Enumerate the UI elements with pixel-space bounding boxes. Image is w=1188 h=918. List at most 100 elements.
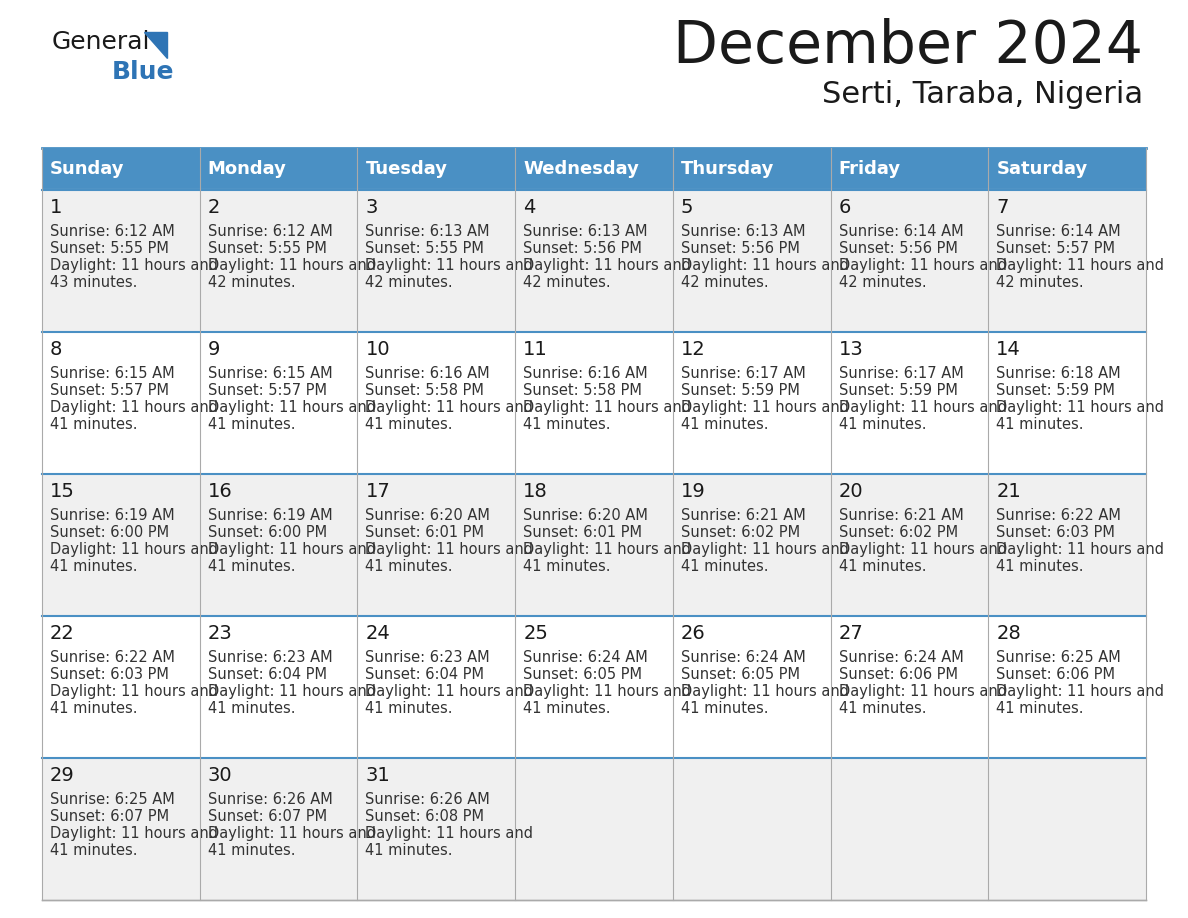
Text: Sunrise: 6:23 AM: Sunrise: 6:23 AM (366, 650, 491, 665)
Text: Sunrise: 6:23 AM: Sunrise: 6:23 AM (208, 650, 333, 665)
Text: 19: 19 (681, 482, 706, 501)
Text: Sunrise: 6:22 AM: Sunrise: 6:22 AM (50, 650, 175, 665)
Text: 27: 27 (839, 624, 864, 643)
Text: 41 minutes.: 41 minutes. (208, 701, 295, 716)
Text: Sunrise: 6:24 AM: Sunrise: 6:24 AM (839, 650, 963, 665)
Text: December 2024: December 2024 (672, 18, 1143, 75)
Text: Tuesday: Tuesday (366, 160, 448, 178)
Text: 41 minutes.: 41 minutes. (839, 417, 927, 432)
Text: Sunrise: 6:12 AM: Sunrise: 6:12 AM (208, 224, 333, 239)
Text: Daylight: 11 hours and: Daylight: 11 hours and (208, 826, 375, 841)
Text: Sunrise: 6:16 AM: Sunrise: 6:16 AM (366, 366, 491, 381)
Text: Sunset: 6:06 PM: Sunset: 6:06 PM (997, 667, 1116, 682)
Text: Sunset: 5:56 PM: Sunset: 5:56 PM (839, 241, 958, 256)
Text: 42 minutes.: 42 minutes. (997, 275, 1083, 290)
Text: 22: 22 (50, 624, 75, 643)
Text: Daylight: 11 hours and: Daylight: 11 hours and (366, 684, 533, 699)
Text: Daylight: 11 hours and: Daylight: 11 hours and (839, 258, 1006, 273)
Text: Saturday: Saturday (997, 160, 1087, 178)
Text: Sunrise: 6:13 AM: Sunrise: 6:13 AM (523, 224, 647, 239)
Text: 30: 30 (208, 766, 233, 785)
Text: 41 minutes.: 41 minutes. (50, 417, 138, 432)
Text: 13: 13 (839, 340, 864, 359)
Text: 9: 9 (208, 340, 220, 359)
Text: 20: 20 (839, 482, 864, 501)
Text: Sunrise: 6:20 AM: Sunrise: 6:20 AM (366, 508, 491, 523)
Text: 41 minutes.: 41 minutes. (208, 843, 295, 858)
Text: 41 minutes.: 41 minutes. (681, 417, 769, 432)
Text: Daylight: 11 hours and: Daylight: 11 hours and (523, 400, 691, 415)
Text: 28: 28 (997, 624, 1020, 643)
Text: 42 minutes.: 42 minutes. (681, 275, 769, 290)
Text: 41 minutes.: 41 minutes. (681, 559, 769, 574)
Text: 41 minutes.: 41 minutes. (997, 417, 1083, 432)
Bar (42, 474, 1146, 616)
Text: 41 minutes.: 41 minutes. (50, 843, 138, 858)
Text: Sunset: 6:06 PM: Sunset: 6:06 PM (839, 667, 958, 682)
Text: Sunrise: 6:26 AM: Sunrise: 6:26 AM (208, 792, 333, 807)
Text: Sunday: Sunday (50, 160, 125, 178)
Text: Friday: Friday (839, 160, 901, 178)
Text: Sunrise: 6:15 AM: Sunrise: 6:15 AM (208, 366, 333, 381)
Text: Sunrise: 6:25 AM: Sunrise: 6:25 AM (50, 792, 175, 807)
Text: Daylight: 11 hours and: Daylight: 11 hours and (681, 400, 849, 415)
Polygon shape (144, 32, 168, 58)
Text: 41 minutes.: 41 minutes. (208, 417, 295, 432)
Text: Daylight: 11 hours and: Daylight: 11 hours and (366, 542, 533, 557)
Text: Serti, Taraba, Nigeria: Serti, Taraba, Nigeria (822, 80, 1143, 109)
Text: 29: 29 (50, 766, 75, 785)
Text: Daylight: 11 hours and: Daylight: 11 hours and (681, 684, 849, 699)
Text: 17: 17 (366, 482, 390, 501)
Text: 1: 1 (50, 198, 63, 217)
Text: Thursday: Thursday (681, 160, 775, 178)
Text: General: General (52, 30, 151, 54)
Text: Daylight: 11 hours and: Daylight: 11 hours and (523, 542, 691, 557)
Text: Sunrise: 6:12 AM: Sunrise: 6:12 AM (50, 224, 175, 239)
Text: 21: 21 (997, 482, 1020, 501)
Text: Daylight: 11 hours and: Daylight: 11 hours and (681, 542, 849, 557)
Text: Daylight: 11 hours and: Daylight: 11 hours and (523, 684, 691, 699)
Text: Sunrise: 6:24 AM: Sunrise: 6:24 AM (523, 650, 647, 665)
Text: Daylight: 11 hours and: Daylight: 11 hours and (997, 542, 1164, 557)
Text: 41 minutes.: 41 minutes. (997, 701, 1083, 716)
Text: Daylight: 11 hours and: Daylight: 11 hours and (50, 684, 219, 699)
Text: Sunset: 5:58 PM: Sunset: 5:58 PM (366, 383, 485, 398)
Text: Sunrise: 6:20 AM: Sunrise: 6:20 AM (523, 508, 647, 523)
Text: Sunset: 5:59 PM: Sunset: 5:59 PM (681, 383, 800, 398)
Text: Daylight: 11 hours and: Daylight: 11 hours and (839, 542, 1006, 557)
Text: 14: 14 (997, 340, 1020, 359)
Text: Sunrise: 6:24 AM: Sunrise: 6:24 AM (681, 650, 805, 665)
Text: Sunset: 6:07 PM: Sunset: 6:07 PM (208, 809, 327, 824)
Text: Sunset: 5:57 PM: Sunset: 5:57 PM (50, 383, 169, 398)
Text: Sunrise: 6:18 AM: Sunrise: 6:18 AM (997, 366, 1121, 381)
Text: 43 minutes.: 43 minutes. (50, 275, 138, 290)
Text: Sunset: 6:07 PM: Sunset: 6:07 PM (50, 809, 169, 824)
Text: Sunset: 5:58 PM: Sunset: 5:58 PM (523, 383, 642, 398)
Text: Sunrise: 6:22 AM: Sunrise: 6:22 AM (997, 508, 1121, 523)
Text: 41 minutes.: 41 minutes. (208, 559, 295, 574)
Text: 3: 3 (366, 198, 378, 217)
Text: Daylight: 11 hours and: Daylight: 11 hours and (839, 400, 1006, 415)
Text: 41 minutes.: 41 minutes. (839, 701, 927, 716)
Text: 23: 23 (208, 624, 233, 643)
Text: 42 minutes.: 42 minutes. (366, 275, 453, 290)
Text: Sunset: 6:08 PM: Sunset: 6:08 PM (366, 809, 485, 824)
Text: Sunrise: 6:13 AM: Sunrise: 6:13 AM (681, 224, 805, 239)
Text: Daylight: 11 hours and: Daylight: 11 hours and (50, 258, 219, 273)
Text: Daylight: 11 hours and: Daylight: 11 hours and (366, 826, 533, 841)
Text: 15: 15 (50, 482, 75, 501)
Text: 26: 26 (681, 624, 706, 643)
Bar (42, 758, 1146, 900)
Text: Sunrise: 6:14 AM: Sunrise: 6:14 AM (997, 224, 1121, 239)
Text: Daylight: 11 hours and: Daylight: 11 hours and (681, 258, 849, 273)
Text: Sunrise: 6:19 AM: Sunrise: 6:19 AM (50, 508, 175, 523)
Text: 41 minutes.: 41 minutes. (681, 701, 769, 716)
Text: Sunrise: 6:16 AM: Sunrise: 6:16 AM (523, 366, 647, 381)
Bar (42, 332, 1146, 474)
Text: Sunrise: 6:17 AM: Sunrise: 6:17 AM (839, 366, 963, 381)
Text: 41 minutes.: 41 minutes. (50, 559, 138, 574)
Text: 41 minutes.: 41 minutes. (366, 417, 453, 432)
Text: 42 minutes.: 42 minutes. (523, 275, 611, 290)
Text: 41 minutes.: 41 minutes. (366, 701, 453, 716)
Text: 42 minutes.: 42 minutes. (208, 275, 296, 290)
